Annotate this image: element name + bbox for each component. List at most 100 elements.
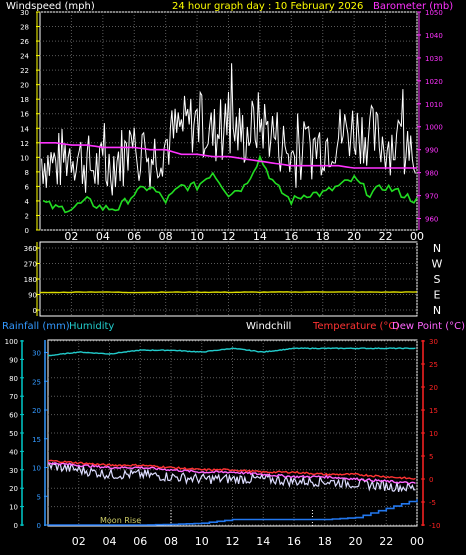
temperature-panel-grid (48, 340, 418, 526)
compass-label: W (432, 258, 443, 271)
direction-tick-label: 90 (28, 292, 37, 300)
windspeed-tick-label: 30 (20, 9, 29, 17)
windchill-line (47, 461, 416, 493)
temperature-tick-label: 15 (429, 407, 438, 415)
direction-degree-axis: 360 270 180 90 0 (24, 242, 40, 316)
temperature-tick-label: 5 (429, 453, 433, 461)
compass-label: N (433, 242, 441, 255)
temperature-series (47, 347, 418, 526)
rainfall-tick-label: 60 (9, 412, 18, 420)
temperature-tick-label: 10 (429, 430, 438, 438)
windchill-label: Windchill (246, 321, 291, 332)
humidity-tick-label: 30 (32, 350, 41, 358)
temperature-tick-label: -5 (429, 499, 436, 507)
wind-x-tick-label: 20 (347, 230, 361, 243)
compass-label: E (434, 289, 441, 302)
direction-series (39, 291, 418, 294)
direction-tick-label: 360 (24, 245, 37, 253)
windspeed-tick-label: 12 (20, 140, 29, 148)
humidity-tick-label: 15 (32, 436, 41, 444)
temperature-tick-label: 20 (429, 384, 438, 392)
barometer-tick-label: 970 (425, 193, 438, 201)
humidity-label: Humidity (69, 321, 114, 332)
wind-x-tick-label: 08 (159, 230, 173, 243)
wind-x-tick-label: 10 (190, 230, 204, 243)
barometer-tick-label: 1040 (425, 32, 443, 40)
chart-title: 24 hour graph day : 10 February 2026 (172, 1, 363, 12)
windspeed-tick-label: 14 (20, 125, 29, 133)
rainfall-tick-label: 90 (9, 356, 18, 364)
rainfall-tick-label: 10 (9, 504, 18, 512)
humidity-tick-label: 0 (37, 522, 41, 530)
wind-x-tick-label: 14 (253, 230, 267, 243)
wind-series (40, 63, 418, 214)
barometer-tick-label: 1000 (425, 124, 443, 132)
wind-x-tick-label: 02 (64, 230, 78, 243)
rainfall-label: Rainfall (mm) (2, 321, 70, 332)
dewpoint-label: Dew Point (°C) (392, 321, 465, 332)
windspeed-tick-label: 16 (20, 111, 29, 119)
wind-panel-grid (40, 11, 418, 231)
moonrise-label: Moon Rise (100, 516, 141, 525)
windspeed-tick-label: 26 (20, 38, 29, 46)
rainfall-tick-label: 30 (9, 467, 18, 475)
temperature-tick-label: -10 (429, 522, 440, 530)
humidity-tick-label: 20 (32, 407, 41, 415)
wind-average-line (42, 154, 418, 214)
windspeed-tick-label: 22 (20, 67, 29, 75)
windspeed-tick-label: 0 (25, 227, 29, 235)
temperature-x-tick-label: 04 (103, 535, 117, 548)
wind-x-tick-label: 06 (127, 230, 141, 243)
wind-x-tick-label: 16 (284, 230, 298, 243)
temperature-x-tick-label: 12 (226, 535, 240, 548)
rainfall-tick-label: 0 (14, 522, 18, 530)
temperature-x-tick-label: 02 (72, 535, 86, 548)
wind-x-tick-label: 22 (379, 230, 393, 243)
barometer-tick-label: 1030 (425, 55, 443, 63)
windspeed-tick-label: 24 (20, 53, 29, 61)
temperature-x-tick-label: 08 (164, 535, 178, 548)
direction-line (39, 291, 418, 294)
humidity-line (47, 347, 416, 357)
temperature-x-tick-label: 06 (133, 535, 147, 548)
temperature-line (47, 459, 416, 480)
barometer-tick-label: 990 (425, 147, 438, 155)
compass-label: N (433, 304, 441, 317)
barometer-tick-label: 1050 (425, 9, 443, 17)
windspeed-tick-label: 2 (25, 212, 29, 220)
wind-x-axis: 02 04 06 08 10 12 14 16 18 20 22 00 (64, 230, 424, 243)
humidity-tick-label: 5 (37, 493, 41, 501)
direction-panel-grid (40, 242, 418, 316)
barometer-tick-label: 980 (425, 170, 438, 178)
barometer-tick-label: 960 (425, 216, 438, 224)
barometer-label: Barometer (mb) (373, 1, 453, 12)
windspeed-tick-label: 18 (20, 96, 29, 104)
wind-x-tick-label: 12 (222, 230, 236, 243)
wind-x-tick-label: 04 (96, 230, 110, 243)
direction-tick-label: 180 (24, 276, 37, 284)
dewpoint-line (47, 462, 416, 485)
compass-label: S (434, 273, 441, 286)
humidity-axis: 30 25 20 15 10 5 0 (32, 340, 48, 530)
rainfall-tick-label: 20 (9, 485, 18, 493)
temperature-x-tick-label: 14 (256, 535, 270, 548)
temperature-x-tick-label: 22 (379, 535, 393, 548)
wind-x-tick-label: 18 (316, 230, 330, 243)
rainfall-tick-label: 50 (9, 430, 18, 438)
rainfall-tick-label: 80 (9, 375, 18, 383)
temperature-x-tick-label: 00 (410, 535, 424, 548)
temperature-tick-label: 0 (429, 476, 433, 484)
direction-tick-label: 0 (33, 307, 37, 315)
temperature-axis: 30 25 20 15 10 5 0 -5 -10 (421, 338, 440, 530)
barometer-axis: 1050 1040 1030 1020 1010 1000 990 980 970 960 (417, 9, 443, 230)
windspeed-tick-label: 10 (20, 154, 29, 162)
temperature-label: Temperature (°C) (312, 321, 399, 332)
barometer-tick-label: 1010 (425, 101, 443, 109)
